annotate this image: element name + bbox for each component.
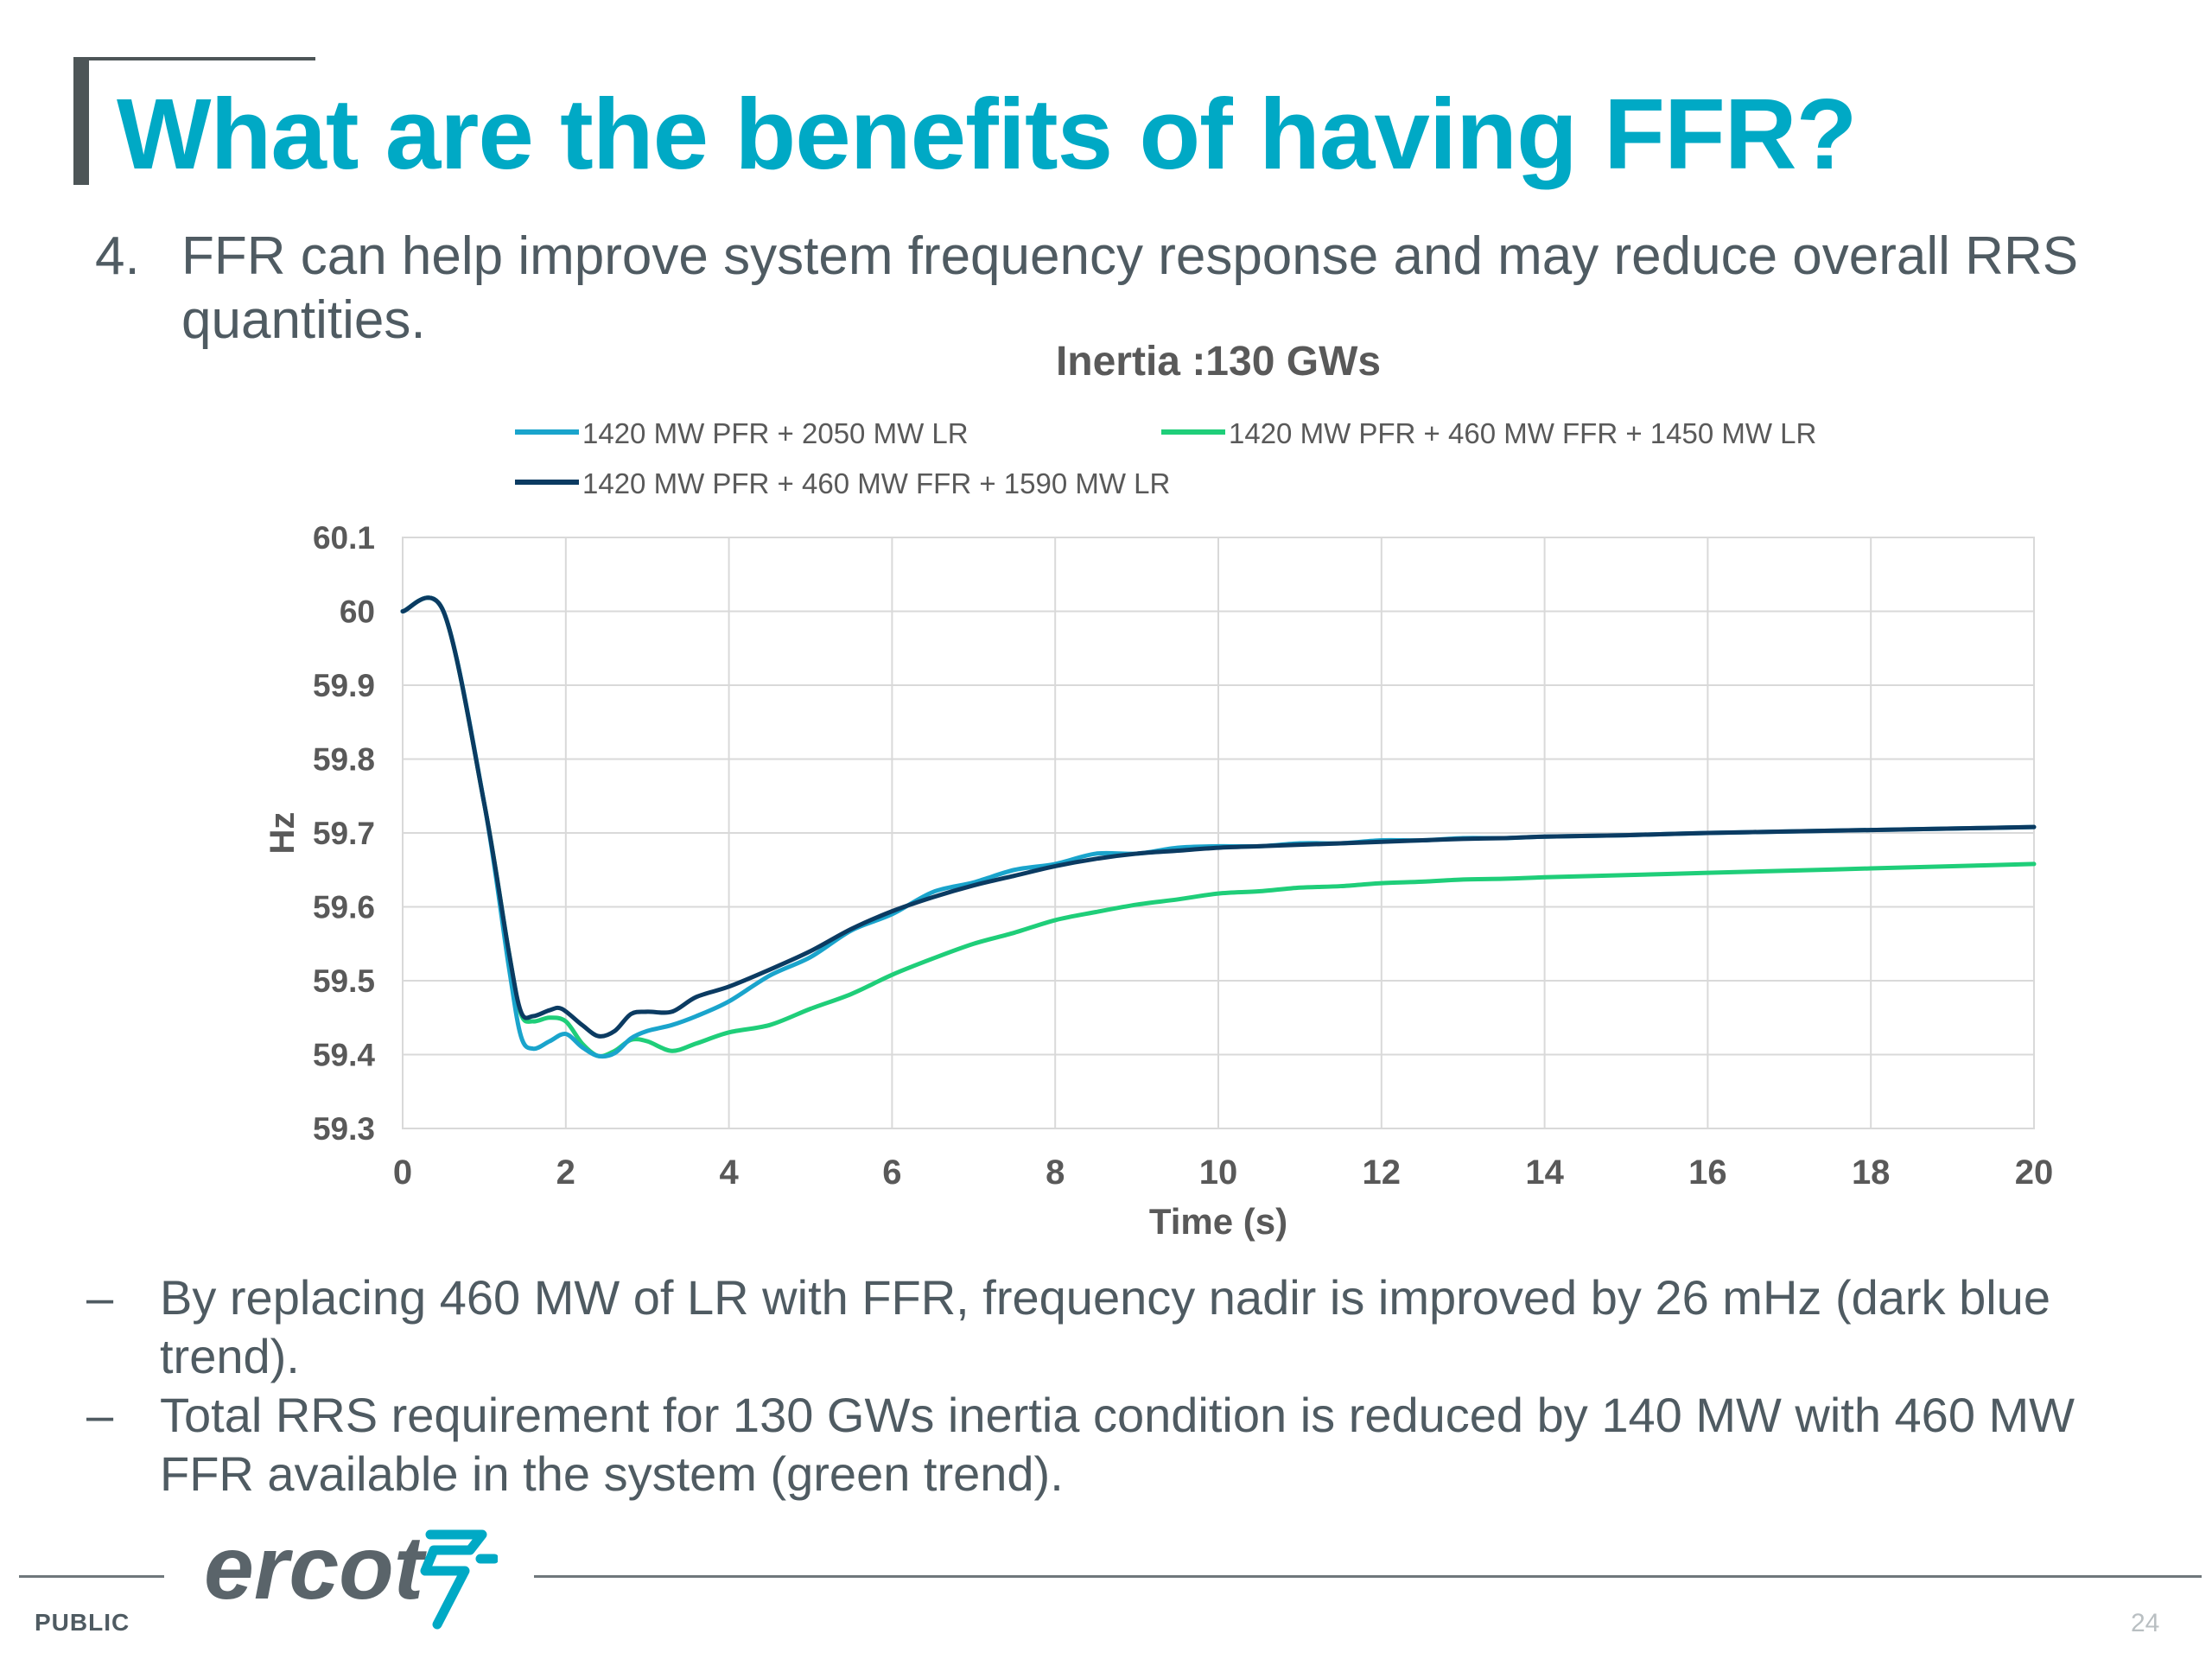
ercot-logo: ercot — [204, 1522, 498, 1630]
bullet-text: By replacing 460 MW of LR with FFR, freq… — [160, 1270, 2050, 1383]
y-tick-label: 59.6 — [313, 890, 375, 925]
y-tick-label: 59.5 — [313, 963, 375, 999]
x-tick-label: 10 — [1199, 1154, 1238, 1192]
slide-title: What are the benefits of having FFR? — [117, 78, 1857, 190]
x-tick-label: 2 — [556, 1154, 575, 1192]
y-tick-label: 59.3 — [313, 1111, 375, 1147]
ercot-logo-text: ercot — [204, 1522, 428, 1618]
classification-label: PUBLIC — [35, 1609, 130, 1636]
bullet-item: – By replacing 460 MW of LR with FFR, fr… — [86, 1268, 2143, 1386]
y-tick-label: 59.9 — [313, 668, 375, 703]
series-line — [400, 595, 2037, 1058]
x-tick-label: 20 — [2015, 1154, 2054, 1192]
bullet-dash: – — [86, 1270, 114, 1325]
bullet-dash: – — [86, 1388, 114, 1442]
x-tick-label: 12 — [1363, 1154, 1402, 1192]
y-tick-label: 59.4 — [313, 1038, 375, 1073]
legend-label: 1420 MW PFR + 2050 MW LR — [582, 417, 969, 449]
x-tick-label: 16 — [1688, 1154, 1727, 1192]
y-tick-label: 59.8 — [313, 742, 375, 778]
y-tick-label: 60 — [340, 594, 375, 630]
bullet-list: – By replacing 460 MW of LR with FFR, fr… — [86, 1268, 2143, 1503]
x-tick-label: 8 — [1046, 1154, 1065, 1192]
title-accent-bar-top — [73, 57, 315, 60]
legend-label: 1420 MW PFR + 460 MW FFR + 1450 MW LR — [1229, 417, 1816, 449]
intro-text: FFR can help improve system frequency re… — [181, 226, 2079, 350]
x-tick-label: 4 — [719, 1154, 739, 1192]
bullet-text: Total RRS requirement for 130 GWs inerti… — [160, 1388, 2075, 1501]
bullet-item: – Total RRS requirement for 130 GWs iner… — [86, 1386, 2143, 1503]
series-line — [400, 595, 2037, 1039]
y-tick-label: 59.7 — [313, 816, 375, 851]
chart-title: Inertia :130 GWs — [1056, 339, 1381, 385]
page-number: 24 — [2131, 1609, 2160, 1637]
x-tick-label: 14 — [1525, 1154, 1564, 1192]
footer-divider-left — [19, 1575, 164, 1578]
intro-number: 4. — [95, 226, 140, 286]
y-tick-label: 60.1 — [313, 520, 375, 556]
x-tick-label: 0 — [393, 1154, 412, 1192]
x-axis-label: Time (s) — [1149, 1201, 1287, 1242]
x-tick-label: 18 — [1852, 1154, 1891, 1192]
footer-divider-right — [534, 1575, 2202, 1578]
y-axis-label: Hz — [264, 812, 302, 855]
legend-label: 1420 MW PFR + 460 MW FFR + 1590 MW LR — [582, 467, 1170, 499]
title-accent-bar-left — [73, 57, 89, 185]
x-tick-label: 6 — [882, 1154, 901, 1192]
lightning-bolt-icon — [420, 1529, 498, 1630]
